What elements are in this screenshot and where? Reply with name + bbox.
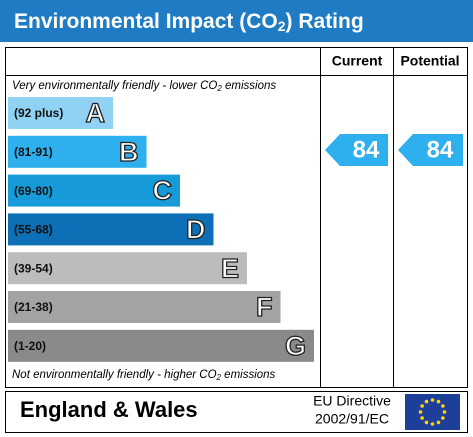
band-range: (21-38) bbox=[14, 300, 53, 314]
frame bbox=[5, 47, 468, 388]
band-range: (69-80) bbox=[14, 184, 53, 198]
column-header: Current bbox=[332, 53, 383, 69]
star bbox=[436, 420, 441, 425]
potential-rating: 84 bbox=[427, 136, 454, 163]
band-letter: B bbox=[119, 137, 139, 167]
title: Environmental Impact (CO2) Rating bbox=[14, 10, 364, 34]
band-letter: F bbox=[256, 292, 273, 322]
band-range: (55-68) bbox=[14, 223, 53, 237]
star bbox=[430, 422, 435, 426]
current-rating: 84 bbox=[353, 136, 380, 163]
band-range: (92 plus) bbox=[14, 106, 63, 120]
star bbox=[441, 404, 445, 408]
star bbox=[424, 399, 429, 404]
title-bar bbox=[0, 0, 473, 42]
star bbox=[441, 416, 445, 420]
band bbox=[8, 252, 247, 285]
top-note: Very environmentally friendly - lower CO… bbox=[12, 80, 276, 93]
band bbox=[8, 97, 113, 129]
column-header: Potential bbox=[400, 53, 459, 69]
band-letter: E bbox=[221, 253, 239, 283]
potential-arrow bbox=[398, 134, 463, 166]
band-range: (1-20) bbox=[14, 339, 46, 353]
star bbox=[436, 399, 441, 404]
eu-stars bbox=[418, 398, 447, 426]
star bbox=[418, 410, 423, 414]
directive: EU Directive bbox=[313, 393, 391, 409]
band-letter: G bbox=[285, 331, 306, 361]
current-arrow bbox=[325, 134, 388, 166]
star bbox=[420, 404, 424, 408]
band bbox=[8, 329, 314, 362]
bottom-note: Not environmentally friendly - higher CO… bbox=[12, 369, 276, 382]
region: England & Wales bbox=[20, 397, 198, 422]
directive: 2002/91/EC bbox=[315, 411, 389, 427]
band bbox=[8, 174, 180, 207]
band-range: (81-91) bbox=[14, 145, 53, 159]
band bbox=[8, 135, 147, 168]
band-letter: D bbox=[186, 215, 206, 245]
star bbox=[430, 398, 435, 402]
band-letter: C bbox=[153, 176, 173, 206]
band bbox=[8, 291, 281, 323]
bands: (92 plus) A (81-91) B (69-80) C (55-68) D (39-54… bbox=[8, 97, 314, 362]
band-range: (39-54) bbox=[14, 261, 53, 275]
star bbox=[442, 410, 447, 414]
star bbox=[424, 420, 429, 425]
band bbox=[8, 213, 214, 246]
star bbox=[420, 416, 424, 420]
band-letter: A bbox=[86, 98, 106, 128]
footer-box bbox=[5, 391, 468, 433]
